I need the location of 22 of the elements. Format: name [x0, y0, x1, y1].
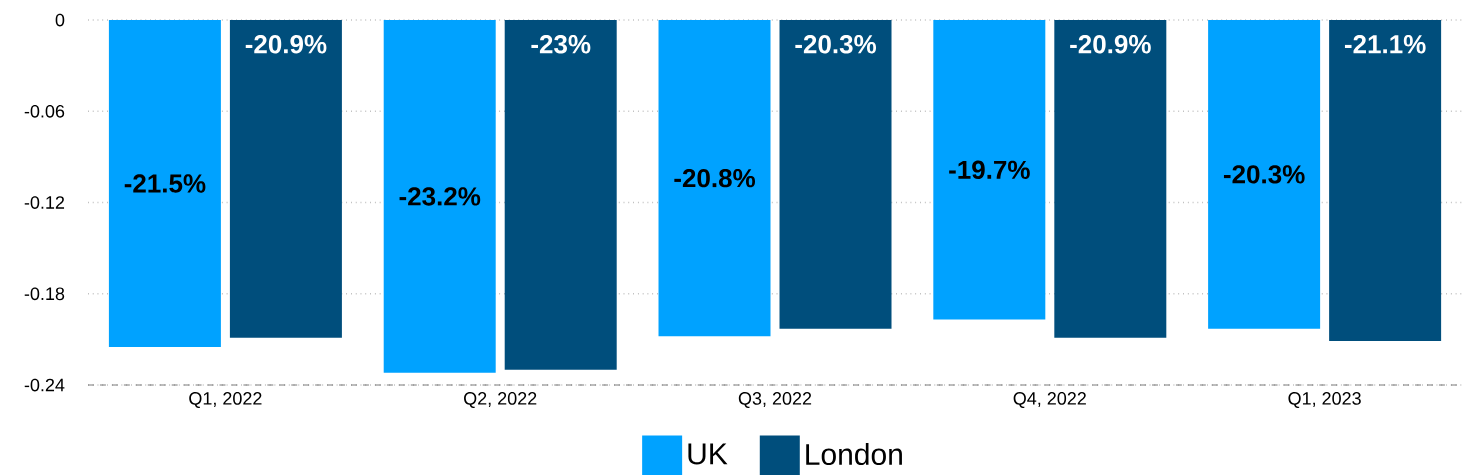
y-tick-label: 0: [55, 13, 65, 27]
data-label: -20.8%: [674, 168, 756, 188]
data-label: -21.1%: [1344, 35, 1426, 54]
y-tick-label: -0.12: [24, 196, 65, 209]
x-tick-label: Q2, 2022: [464, 392, 537, 409]
x-tick-label: Q1, 2022: [189, 392, 262, 409]
data-label: -23%: [531, 35, 591, 54]
legend-label: London: [806, 443, 902, 466]
y-tick-label: -0.18: [24, 287, 65, 301]
data-label: -19.7%: [949, 160, 1030, 179]
y-tick-label: -0.06: [24, 104, 65, 118]
data-label: -23.2%: [399, 187, 481, 206]
x-tick-label: Q3, 2022: [738, 392, 812, 409]
data-label: -21.5%: [124, 174, 206, 193]
x-tick-label: Q1, 2023: [1288, 392, 1361, 409]
data-label: -20.3%: [795, 35, 877, 54]
data-label: -20.9%: [245, 35, 327, 54]
x-tick-label: Q4, 2022: [1013, 392, 1086, 409]
data-label: -20.3%: [1223, 165, 1305, 184]
data-label: -20.9%: [1070, 35, 1151, 54]
y-tick-label: -0.24: [24, 378, 65, 392]
legend-label: UK: [688, 443, 728, 465]
